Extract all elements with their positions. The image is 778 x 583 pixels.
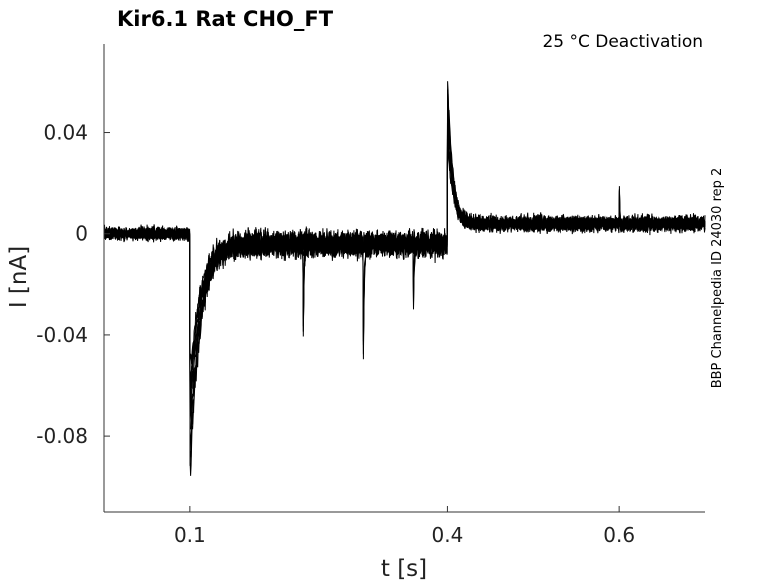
x-axis-ticks: 0.1 0.4 0.6 [174, 506, 635, 547]
y-axis-ticks: 0.04 0 -0.04 -0.08 [36, 121, 110, 448]
current-traces [103, 81, 706, 476]
x-tick-label: 0.6 [603, 523, 635, 547]
y-axis-label: I [nA] [6, 246, 32, 308]
chart-annotation: 25 °C Deactivation [542, 32, 703, 52]
channelpedia-id-note: BBP Channelpedia ID 24030 rep 2 [710, 168, 725, 389]
current-trace-5 [103, 135, 706, 466]
x-tick-label: 0.1 [174, 523, 206, 547]
y-tick-label: 0.04 [43, 121, 88, 145]
plot-area: 0.04 0 -0.04 -0.08 0.1 0.4 0.6 [36, 44, 706, 547]
chart-title: Kir6.1 Rat CHO_FT [117, 7, 334, 31]
current-trace-10 [103, 101, 706, 413]
y-tick-label: -0.08 [36, 424, 88, 448]
current-trace-8 [103, 124, 706, 476]
x-axis-label: t [s] [381, 556, 427, 582]
y-tick-label: -0.04 [36, 323, 88, 347]
y-tick-label: 0 [75, 222, 88, 246]
x-tick-label: 0.4 [432, 523, 464, 547]
